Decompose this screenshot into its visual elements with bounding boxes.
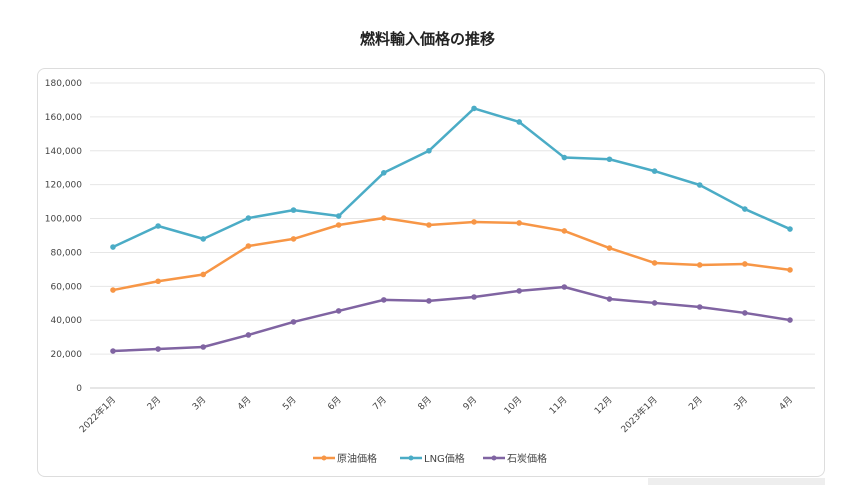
data-point	[110, 348, 116, 354]
x-tick-label: 8月	[416, 394, 434, 412]
chart-area	[37, 68, 825, 477]
legend-label: 石炭価格	[507, 452, 547, 465]
y-tick-label: 80,000	[51, 248, 83, 258]
x-tick-label: 10月	[502, 394, 524, 416]
data-point	[426, 222, 432, 228]
y-tick-label: 60,000	[51, 282, 83, 292]
legend-marker	[408, 455, 414, 461]
data-point	[742, 310, 748, 316]
x-tick-label: 9月	[461, 394, 479, 412]
data-point	[200, 236, 207, 242]
data-point	[471, 219, 477, 225]
data-point	[381, 297, 387, 303]
series-line	[112, 216, 791, 292]
data-point	[696, 262, 703, 268]
x-tick-label: 2022年1月	[77, 394, 118, 435]
data-point	[606, 296, 613, 302]
data-point	[381, 170, 387, 176]
y-tick-label: 40,000	[51, 316, 83, 326]
data-point	[335, 222, 342, 228]
y-tick-label: 120,000	[45, 181, 82, 191]
x-tick-label: 2023年1月	[618, 394, 659, 435]
data-point	[335, 308, 342, 314]
data-point	[516, 288, 522, 294]
y-tick-label: 140,000	[45, 147, 82, 157]
data-point	[651, 168, 658, 174]
data-point	[516, 220, 522, 226]
data-point	[742, 261, 748, 267]
data-point	[606, 245, 613, 251]
legend-marker	[491, 455, 497, 461]
x-tick-label: 12月	[592, 394, 614, 416]
scroll-area	[648, 478, 825, 485]
series-line	[112, 107, 791, 249]
data-point	[245, 243, 252, 249]
x-tick-label: 3月	[732, 394, 750, 412]
data-point	[290, 207, 297, 213]
data-point	[787, 226, 793, 232]
x-tick-label: 3月	[190, 394, 208, 412]
data-point	[787, 317, 793, 323]
x-tick-label: 6月	[326, 394, 344, 412]
data-point	[290, 236, 297, 242]
x-tick-label: 4月	[235, 394, 253, 412]
data-point	[651, 260, 658, 266]
data-point	[651, 300, 658, 306]
data-point	[155, 346, 161, 352]
data-point	[561, 284, 568, 290]
chart-title: 燃料輸入価格の推移	[359, 30, 495, 48]
x-tick-label: 2月	[687, 394, 705, 412]
y-tick-label: 0	[76, 384, 82, 394]
data-point	[471, 294, 477, 300]
data-point	[245, 215, 252, 221]
x-tick-label: 4月	[777, 394, 795, 412]
data-point	[742, 206, 748, 212]
data-point	[426, 298, 432, 304]
data-point	[290, 319, 297, 325]
data-point	[561, 228, 568, 234]
data-point	[471, 105, 477, 112]
series-line	[112, 285, 791, 353]
x-tick-label: 11月	[547, 394, 569, 416]
x-tick-label: 7月	[371, 394, 389, 412]
data-point	[787, 267, 793, 273]
data-point	[200, 271, 207, 278]
data-point	[561, 154, 568, 161]
data-point	[245, 332, 252, 338]
data-point	[426, 147, 432, 154]
data-point	[110, 287, 116, 293]
data-point	[155, 278, 161, 285]
data-point	[516, 119, 522, 125]
legend-label: 原油価格	[337, 452, 377, 465]
data-point	[696, 182, 703, 188]
x-tick-label: 2月	[145, 394, 163, 412]
y-tick-label: 180,000	[45, 79, 82, 89]
y-tick-label: 100,000	[45, 215, 82, 225]
data-point	[155, 223, 161, 229]
legend-label: LNG価格	[424, 452, 465, 465]
data-point	[110, 244, 116, 250]
y-tick-label: 160,000	[45, 113, 82, 123]
data-point	[200, 344, 207, 350]
legend-marker	[321, 455, 327, 461]
x-tick-label: 5月	[280, 394, 298, 412]
data-point	[335, 213, 342, 219]
y-tick-label: 20,000	[51, 350, 83, 360]
data-point	[381, 215, 387, 221]
data-point	[696, 304, 703, 310]
data-point	[606, 156, 613, 163]
